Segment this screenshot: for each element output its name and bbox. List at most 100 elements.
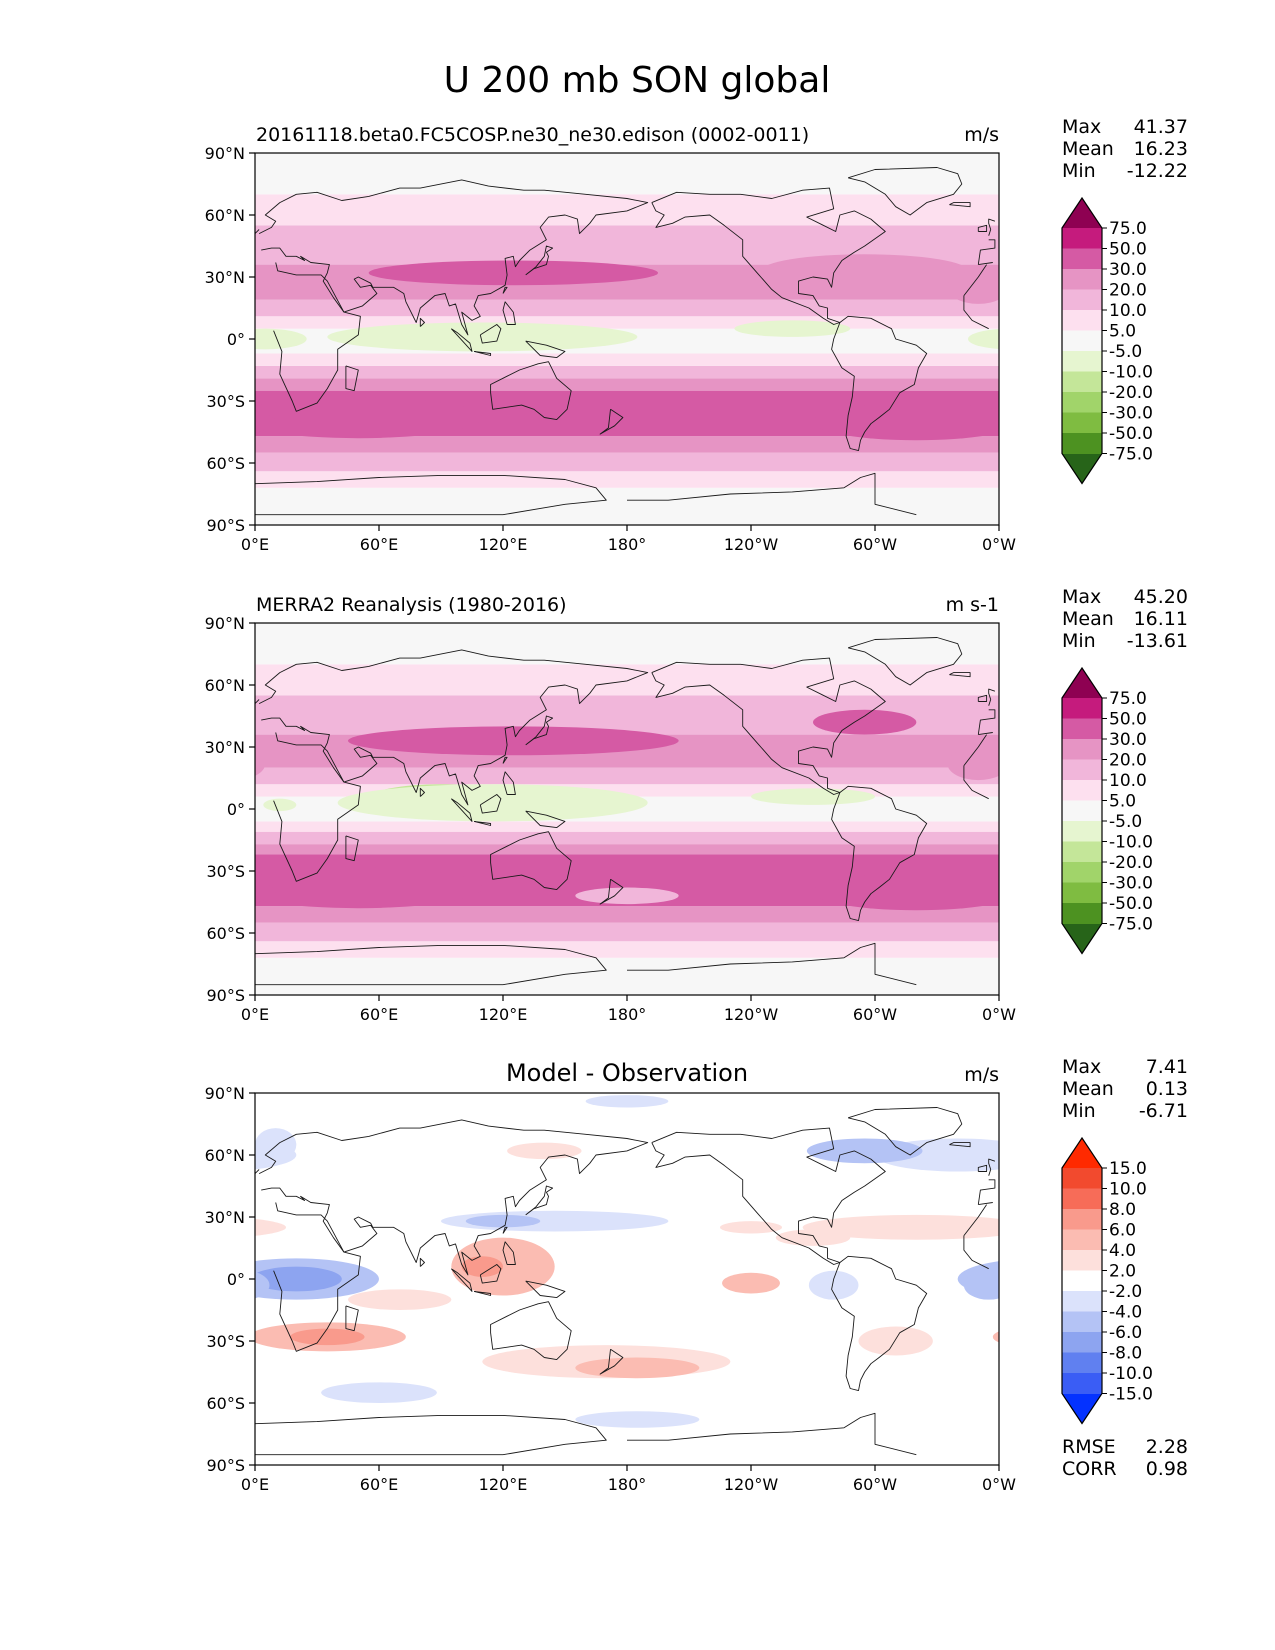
panel-title: MERRA2 Reanalysis (1980-2016) <box>256 594 567 616</box>
field-blob <box>751 788 875 805</box>
stat-label: Mean <box>1062 138 1114 160</box>
field-blob <box>348 1289 452 1310</box>
y-tick-label: 90°S <box>206 516 245 535</box>
x-tick-label: 120°E <box>479 535 528 554</box>
colorbar-segment <box>1062 412 1102 434</box>
x-tick-label: 0°W <box>982 1005 1016 1024</box>
field-blob <box>65 1271 115 1300</box>
stat-value: 41.37 <box>1134 116 1188 138</box>
stat-value: -13.61 <box>1127 630 1188 652</box>
colorbar-label: 20.0 <box>1109 751 1147 771</box>
field-blob <box>808 1270 859 1300</box>
colorbar-segment <box>1062 739 1102 760</box>
coastline <box>525 1280 566 1299</box>
panel-2: MERRA2 Reanalysis (1980-2016) m s-1 0°E 60°… <box>205 586 1188 1024</box>
colorbar-label: 2.0 <box>1109 1262 1136 1282</box>
field-blob <box>858 1326 933 1356</box>
y-tick-label: 30°N <box>205 268 245 287</box>
coastline <box>525 340 566 359</box>
stat-value: 7.41 <box>1146 1056 1188 1078</box>
field-blob <box>813 873 999 911</box>
field-blob <box>575 1357 700 1379</box>
stat-value: 16.23 <box>1134 138 1188 160</box>
colorbar-segment <box>1062 882 1102 904</box>
coastline <box>502 1241 516 1265</box>
coastline <box>258 179 996 336</box>
field-1 <box>0 153 999 525</box>
coastline <box>651 657 886 795</box>
y-tick-label: 30°S <box>206 392 245 411</box>
coastline <box>255 942 917 986</box>
colorbar-label: 10.0 <box>1109 771 1147 791</box>
coastline <box>479 324 502 344</box>
coastline <box>949 672 971 678</box>
panel-3: Model - Observation m/s 0°E 60°E 120°E 180° 12… <box>63 1056 1275 1494</box>
field-band <box>255 906 999 923</box>
colorbar-label: -10.0 <box>1109 833 1153 853</box>
coastline <box>599 408 624 435</box>
field-3 <box>63 1093 1275 1465</box>
coastline <box>502 756 508 764</box>
x-tick-label: 180° <box>608 535 647 554</box>
field-band <box>255 471 999 488</box>
field-blob <box>1251 1143 1275 1160</box>
field-band <box>255 664 999 696</box>
colorbar-segment <box>1062 1209 1102 1230</box>
coastline <box>473 820 492 826</box>
coastline <box>847 1107 963 1156</box>
coastline <box>258 1119 996 1276</box>
field-band <box>255 844 999 855</box>
y-tick-label: 90°N <box>205 614 245 633</box>
coastline <box>525 1185 554 1216</box>
colorbar-segment <box>1062 903 1102 924</box>
coastline <box>525 715 554 746</box>
field-blob <box>575 887 679 905</box>
stat-label: Min <box>1062 630 1096 652</box>
stat-label: CORR <box>1062 1458 1117 1480</box>
field-blob <box>761 254 969 288</box>
coastline <box>599 1348 624 1375</box>
field-band <box>255 194 999 226</box>
coastline <box>450 328 473 352</box>
field-band <box>255 831 999 845</box>
coastline <box>479 794 502 814</box>
field-blob <box>348 726 679 756</box>
colorbar-segment <box>1062 330 1102 352</box>
coastline <box>502 771 516 795</box>
colorbar-extend-bottom <box>1062 1393 1102 1424</box>
coastline <box>419 1257 425 1267</box>
colorbar-label: 10.0 <box>1109 1180 1147 1200</box>
colorbar-segment <box>1062 1291 1102 1312</box>
colorbar-extend-bottom <box>1062 923 1102 954</box>
coastline <box>831 315 928 452</box>
field-blob <box>1226 1345 1275 1378</box>
colorbar-segment <box>1062 1373 1102 1394</box>
x-tick-label: 120°E <box>479 1005 528 1024</box>
field-blob <box>255 1266 342 1292</box>
colorbar-label: -6.0 <box>1109 1323 1142 1343</box>
field-band <box>255 487 999 525</box>
x-tick-label: 120°W <box>724 1005 779 1024</box>
field-blob <box>461 1256 504 1277</box>
colorbar-label: -30.0 <box>1109 874 1153 894</box>
colorbar-label: 30.0 <box>1109 260 1147 280</box>
coastline <box>450 798 473 822</box>
coastline <box>599 878 624 905</box>
field-band <box>255 821 999 832</box>
field-blob <box>0 320 106 337</box>
y-tick-label: 60°N <box>205 206 245 225</box>
coastline <box>345 365 359 392</box>
coastline <box>255 218 996 236</box>
field-blob <box>1007 799 1040 811</box>
colorbar-label: -75.0 <box>1109 445 1153 465</box>
field-blob <box>255 866 483 909</box>
colorbar-segment <box>1062 1270 1102 1292</box>
coastline <box>419 317 425 327</box>
field-blob <box>63 1138 179 1163</box>
coastline <box>502 286 508 294</box>
y-tick-label: 60°S <box>206 454 245 473</box>
colorbar-segment <box>1062 351 1102 372</box>
field-blob <box>720 1221 782 1234</box>
colorbar-segment <box>1062 862 1102 883</box>
colorbar-segment <box>1062 1332 1102 1353</box>
